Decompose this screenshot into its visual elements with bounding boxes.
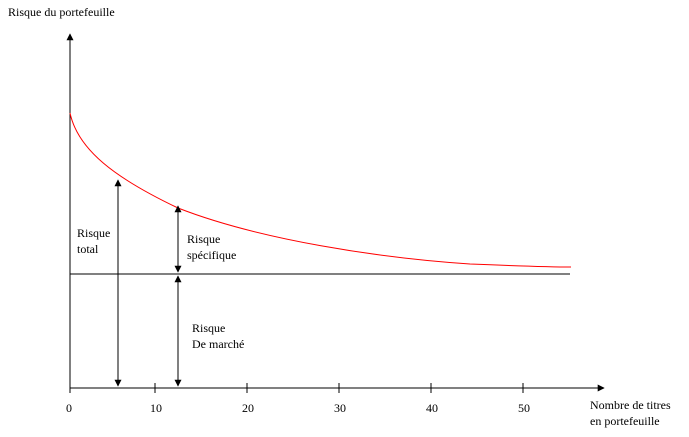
x-tick-marks — [69, 383, 524, 393]
specific-risk-label-line-2: spécifique — [187, 248, 236, 262]
x-tick-label: 40 — [426, 401, 438, 415]
x-tick-label: 0 — [66, 401, 72, 415]
x-axis-title-line-2: en portefeuille — [590, 414, 660, 428]
total-risk-label-line-1: Risque — [77, 226, 110, 240]
x-tick-label: 10 — [150, 401, 162, 415]
specific-risk-label-line-1: Risque — [187, 232, 220, 246]
x-tick-label: 50 — [518, 401, 530, 415]
total-risk-label-line-2: total — [77, 242, 99, 256]
total-risk-curve — [69, 112, 572, 268]
market-risk-label-line-2: De marché — [192, 337, 244, 351]
x-tick-label: 30 — [334, 401, 346, 415]
y-axis-title: Risque du portefeuille — [8, 5, 115, 19]
x-axis-title-line-1: Nombre de titres — [590, 398, 671, 412]
market-risk-label-line-1: Risque — [192, 321, 225, 335]
x-tick-label: 20 — [242, 401, 254, 415]
